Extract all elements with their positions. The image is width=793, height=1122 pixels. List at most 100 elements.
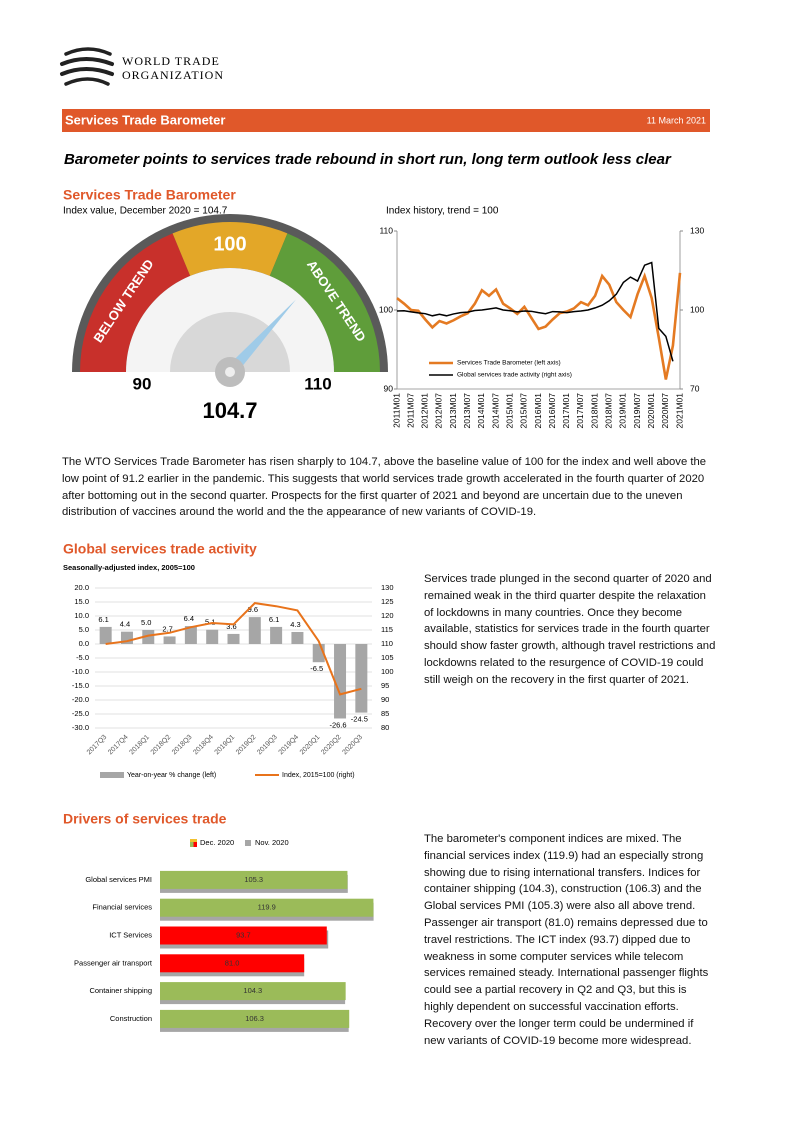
y-tick-label: -15.0 bbox=[72, 681, 89, 690]
bar-value-label: 104.3 bbox=[243, 986, 262, 995]
x-tick-label: 2012M01 bbox=[420, 393, 430, 429]
gauge-band bbox=[269, 233, 380, 372]
x-tick-label: 2019Q2 bbox=[235, 734, 258, 757]
x-tick-label: 2021M01 bbox=[674, 393, 684, 429]
legend-label: Nov. 2020 bbox=[255, 838, 289, 847]
bar-value-label: 6.1 bbox=[98, 615, 108, 624]
band-label: 100 bbox=[213, 233, 246, 255]
bar-value-label: 4.3 bbox=[290, 620, 300, 629]
section-title: Services Trade Barometer bbox=[63, 187, 236, 203]
y2-tick-label: 85 bbox=[381, 709, 389, 718]
x-tick-label: 2020Q2 bbox=[320, 734, 343, 757]
x-tick-label: 2017Q3 bbox=[86, 734, 109, 757]
gauge-band bbox=[172, 222, 288, 276]
y2-tick-label: 80 bbox=[381, 723, 389, 732]
y-tick-label: 0.0 bbox=[79, 639, 89, 648]
bar bbox=[291, 631, 304, 644]
banner bbox=[62, 109, 710, 132]
x-tick-label: 2019Q1 bbox=[214, 734, 237, 757]
gauge-tick-label: 110 bbox=[304, 374, 331, 393]
x-tick-label: 2020Q3 bbox=[341, 734, 364, 757]
gauge-band bbox=[80, 233, 191, 372]
bar bbox=[270, 626, 283, 644]
bar-value-label: -6.5 bbox=[310, 664, 323, 673]
legend-swatch bbox=[100, 772, 124, 778]
bar bbox=[160, 1009, 350, 1028]
x-tick-label: 2018Q2 bbox=[150, 734, 173, 757]
x-tick-label: 2018M01 bbox=[589, 393, 599, 429]
banner-title: Services Trade Barometer bbox=[65, 112, 225, 127]
bar-value-label: 4.4 bbox=[120, 620, 130, 629]
x-tick-label: 2017Q4 bbox=[107, 734, 130, 757]
x-tick-label: 2018Q1 bbox=[128, 734, 151, 757]
x-tick-label: 2019Q4 bbox=[278, 734, 301, 757]
bar-value-label: 105.3 bbox=[244, 875, 263, 884]
bar-value-label: 3.6 bbox=[226, 622, 236, 631]
x-tick-label: 2017M07 bbox=[575, 393, 585, 429]
y-tick-label: 15.0 bbox=[74, 597, 89, 606]
x-tick-label: 2019M01 bbox=[618, 393, 628, 429]
bar bbox=[160, 870, 348, 889]
y-tick-label: ICT Services bbox=[109, 930, 152, 939]
bar bbox=[160, 982, 346, 1001]
y2-tick-label: 125 bbox=[381, 597, 394, 606]
x-tick-label: 2019M07 bbox=[632, 393, 642, 429]
gauge-value: 104.7 bbox=[202, 398, 257, 423]
org-name: ORGANIZATION bbox=[122, 68, 224, 82]
y-tick-label: -25.0 bbox=[72, 709, 89, 718]
chart-subtitle: Index value, December 2020 = 104.7 bbox=[63, 206, 228, 217]
bar-value-label: 6.1 bbox=[269, 615, 279, 624]
y-tick-label: Container shipping bbox=[89, 986, 152, 995]
bar bbox=[160, 898, 374, 917]
legend-label: Year-on-year % change (left) bbox=[127, 772, 216, 779]
x-tick-label: 2018Q4 bbox=[192, 734, 215, 757]
y-tick-label: -20.0 bbox=[72, 695, 89, 704]
legend-swatch bbox=[193, 839, 197, 847]
x-tick-label: 2014M01 bbox=[476, 393, 486, 429]
x-tick-label: 2019Q3 bbox=[256, 734, 279, 757]
x-tick-label: 2018M07 bbox=[604, 393, 614, 429]
section-title: Global services trade activity bbox=[63, 541, 257, 557]
x-tick-label: 2012M07 bbox=[434, 393, 444, 429]
y-tick-label: Financial services bbox=[92, 903, 152, 912]
y-tick-label: -10.0 bbox=[72, 667, 89, 676]
legend-label: Services Trade Barometer (left axis) bbox=[457, 360, 561, 367]
legend-label: Index, 2015=100 (right) bbox=[282, 772, 355, 779]
bar bbox=[227, 633, 240, 644]
y-tick-label: 100 bbox=[379, 304, 393, 314]
x-tick-label: 2016M01 bbox=[533, 393, 543, 429]
chart-subtitle: Index history, trend = 100 bbox=[386, 206, 499, 217]
logo bbox=[60, 47, 114, 86]
bar bbox=[334, 644, 347, 719]
y-tick-label: Construction bbox=[110, 1014, 152, 1023]
y2-tick-label: 130 bbox=[381, 583, 394, 592]
x-tick-label: 2014M07 bbox=[490, 393, 500, 429]
x-tick-label: 2015M01 bbox=[504, 393, 514, 429]
y-tick-label: 5.0 bbox=[79, 625, 89, 634]
y-tick-label: 20.0 bbox=[74, 583, 89, 592]
bar bbox=[160, 926, 327, 945]
org-name: WORLD TRADE bbox=[122, 54, 220, 68]
bar-value-label: 9.6 bbox=[248, 605, 258, 614]
x-tick-label: 2015M07 bbox=[519, 393, 529, 429]
bar bbox=[160, 954, 305, 973]
y-tick-label: -5.0 bbox=[76, 653, 89, 662]
y2-tick-label: 115 bbox=[381, 625, 393, 634]
x-tick-label: 2011M01 bbox=[391, 393, 401, 428]
legend-label: Dec. 2020 bbox=[200, 838, 234, 847]
gauge-dome bbox=[170, 312, 290, 372]
bar bbox=[355, 644, 368, 713]
paragraph: The WTO Services Trade Barometer has ris… bbox=[62, 456, 707, 519]
y2-tick-label: 120 bbox=[381, 611, 394, 620]
series-line bbox=[396, 272, 682, 380]
bar-value-label: 93.7 bbox=[236, 930, 251, 939]
y2-tick-label: 95 bbox=[381, 681, 389, 690]
bar bbox=[248, 617, 261, 644]
section-title: Drivers of services trade bbox=[63, 811, 227, 827]
bar-value-label: -24.5 bbox=[351, 715, 368, 724]
paragraph: The barometer's component indices are mi… bbox=[424, 833, 709, 1047]
bar bbox=[163, 636, 176, 644]
legend-swatch bbox=[190, 839, 197, 842]
bar-value-label: 2.7 bbox=[162, 624, 172, 633]
bar-value-label: 81.0 bbox=[225, 958, 240, 967]
